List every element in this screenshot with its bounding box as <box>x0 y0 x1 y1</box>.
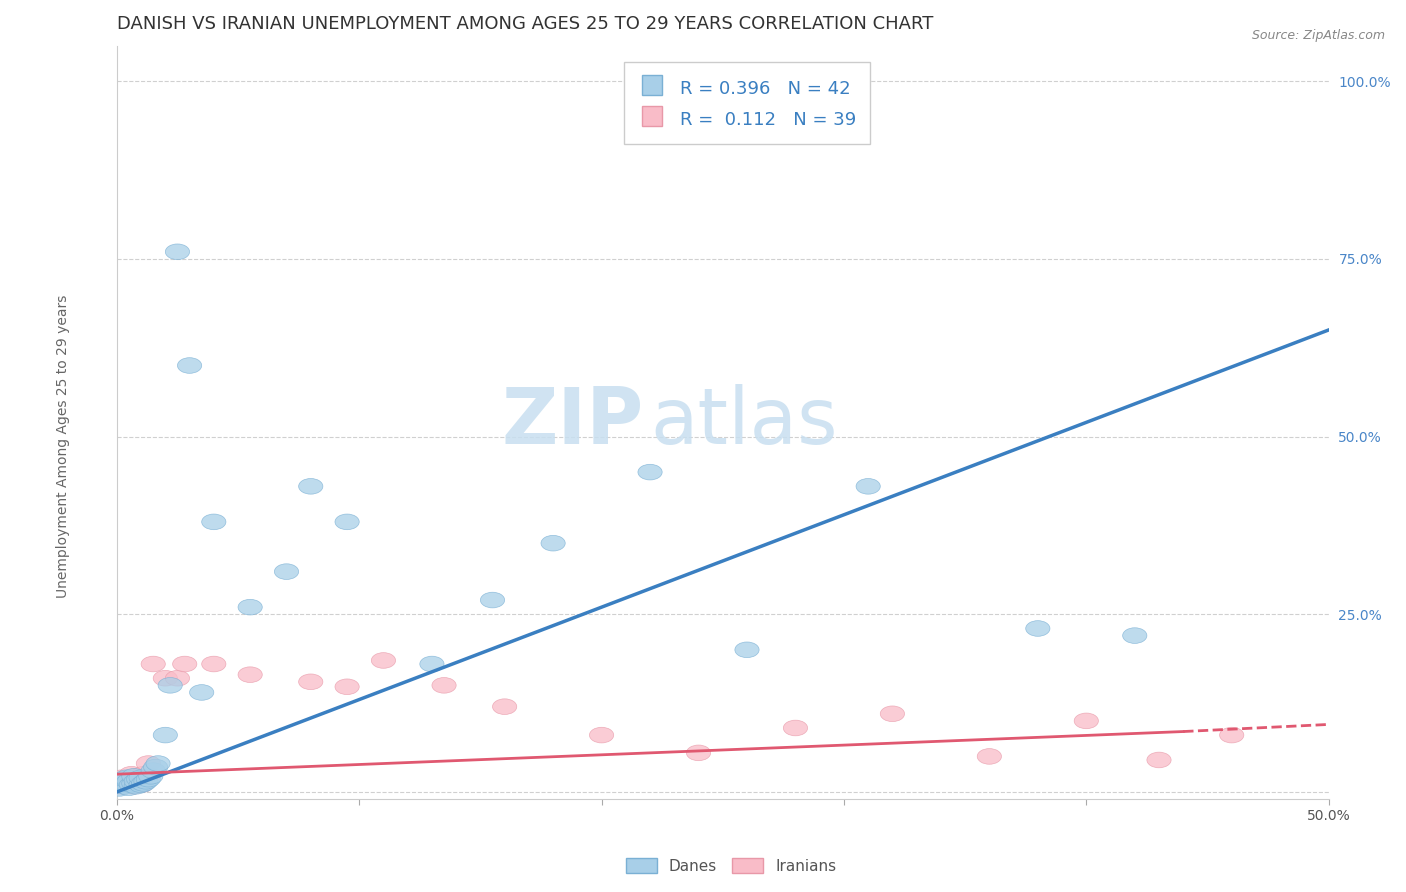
Ellipse shape <box>131 776 156 791</box>
Ellipse shape <box>131 766 156 782</box>
Ellipse shape <box>114 776 139 791</box>
Ellipse shape <box>136 756 160 772</box>
Ellipse shape <box>124 779 149 794</box>
Ellipse shape <box>141 763 166 779</box>
Ellipse shape <box>146 756 170 772</box>
Ellipse shape <box>541 535 565 551</box>
Ellipse shape <box>977 748 1001 764</box>
Ellipse shape <box>107 780 131 797</box>
Ellipse shape <box>201 514 226 530</box>
Ellipse shape <box>117 777 141 793</box>
Ellipse shape <box>122 769 146 784</box>
Ellipse shape <box>141 657 166 672</box>
Ellipse shape <box>129 777 153 793</box>
Ellipse shape <box>856 478 880 494</box>
Ellipse shape <box>117 773 141 789</box>
Ellipse shape <box>127 772 150 787</box>
Ellipse shape <box>173 657 197 672</box>
Ellipse shape <box>335 679 359 695</box>
Ellipse shape <box>492 698 517 714</box>
Ellipse shape <box>201 657 226 672</box>
Ellipse shape <box>122 772 146 787</box>
Ellipse shape <box>134 773 157 789</box>
Ellipse shape <box>1219 727 1244 743</box>
Ellipse shape <box>1147 752 1171 768</box>
Ellipse shape <box>110 770 134 786</box>
Ellipse shape <box>638 465 662 480</box>
Ellipse shape <box>432 678 456 693</box>
Text: Source: ZipAtlas.com: Source: ZipAtlas.com <box>1251 29 1385 42</box>
Ellipse shape <box>110 777 134 793</box>
Ellipse shape <box>589 727 613 743</box>
Ellipse shape <box>127 773 150 789</box>
Ellipse shape <box>1026 621 1050 636</box>
Ellipse shape <box>177 358 201 374</box>
Ellipse shape <box>129 770 153 786</box>
Ellipse shape <box>117 770 141 786</box>
Text: ZIP: ZIP <box>502 384 644 460</box>
Ellipse shape <box>238 599 263 615</box>
Ellipse shape <box>124 773 149 789</box>
Ellipse shape <box>153 671 177 686</box>
Ellipse shape <box>143 759 167 775</box>
Ellipse shape <box>120 773 143 789</box>
Ellipse shape <box>114 772 139 787</box>
Legend: R = 0.396   N = 42, R =  0.112   N = 39: R = 0.396 N = 42, R = 0.112 N = 39 <box>624 62 870 145</box>
Ellipse shape <box>136 772 160 787</box>
Ellipse shape <box>122 776 146 791</box>
Ellipse shape <box>124 776 149 791</box>
Text: atlas: atlas <box>650 384 838 460</box>
Ellipse shape <box>110 773 134 789</box>
Ellipse shape <box>420 657 444 672</box>
Ellipse shape <box>107 779 131 794</box>
Ellipse shape <box>190 685 214 700</box>
Ellipse shape <box>783 720 807 736</box>
Ellipse shape <box>129 777 153 793</box>
Text: Unemployment Among Ages 25 to 29 years: Unemployment Among Ages 25 to 29 years <box>56 294 70 598</box>
Ellipse shape <box>120 766 143 782</box>
Ellipse shape <box>157 678 183 693</box>
Ellipse shape <box>120 777 143 793</box>
Ellipse shape <box>166 671 190 686</box>
Ellipse shape <box>686 745 710 761</box>
Ellipse shape <box>114 770 139 786</box>
Ellipse shape <box>298 478 323 494</box>
Ellipse shape <box>114 776 139 791</box>
Ellipse shape <box>481 592 505 607</box>
Text: DANISH VS IRANIAN UNEMPLOYMENT AMONG AGES 25 TO 29 YEARS CORRELATION CHART: DANISH VS IRANIAN UNEMPLOYMENT AMONG AGE… <box>117 15 934 33</box>
Ellipse shape <box>335 514 359 530</box>
Ellipse shape <box>129 770 153 786</box>
Ellipse shape <box>880 706 904 722</box>
Ellipse shape <box>238 667 263 682</box>
Ellipse shape <box>1122 628 1147 643</box>
Ellipse shape <box>112 772 136 787</box>
Ellipse shape <box>298 674 323 690</box>
Ellipse shape <box>274 564 298 580</box>
Ellipse shape <box>112 779 136 794</box>
Ellipse shape <box>371 653 395 668</box>
Ellipse shape <box>122 779 146 794</box>
Ellipse shape <box>139 769 163 784</box>
Ellipse shape <box>117 780 141 796</box>
Ellipse shape <box>153 727 177 743</box>
Ellipse shape <box>1074 713 1098 729</box>
Ellipse shape <box>112 779 136 794</box>
Ellipse shape <box>110 777 134 793</box>
Ellipse shape <box>107 773 131 789</box>
Ellipse shape <box>735 642 759 657</box>
Ellipse shape <box>166 244 190 260</box>
Ellipse shape <box>124 769 149 784</box>
Legend: Danes, Iranians: Danes, Iranians <box>620 852 842 880</box>
